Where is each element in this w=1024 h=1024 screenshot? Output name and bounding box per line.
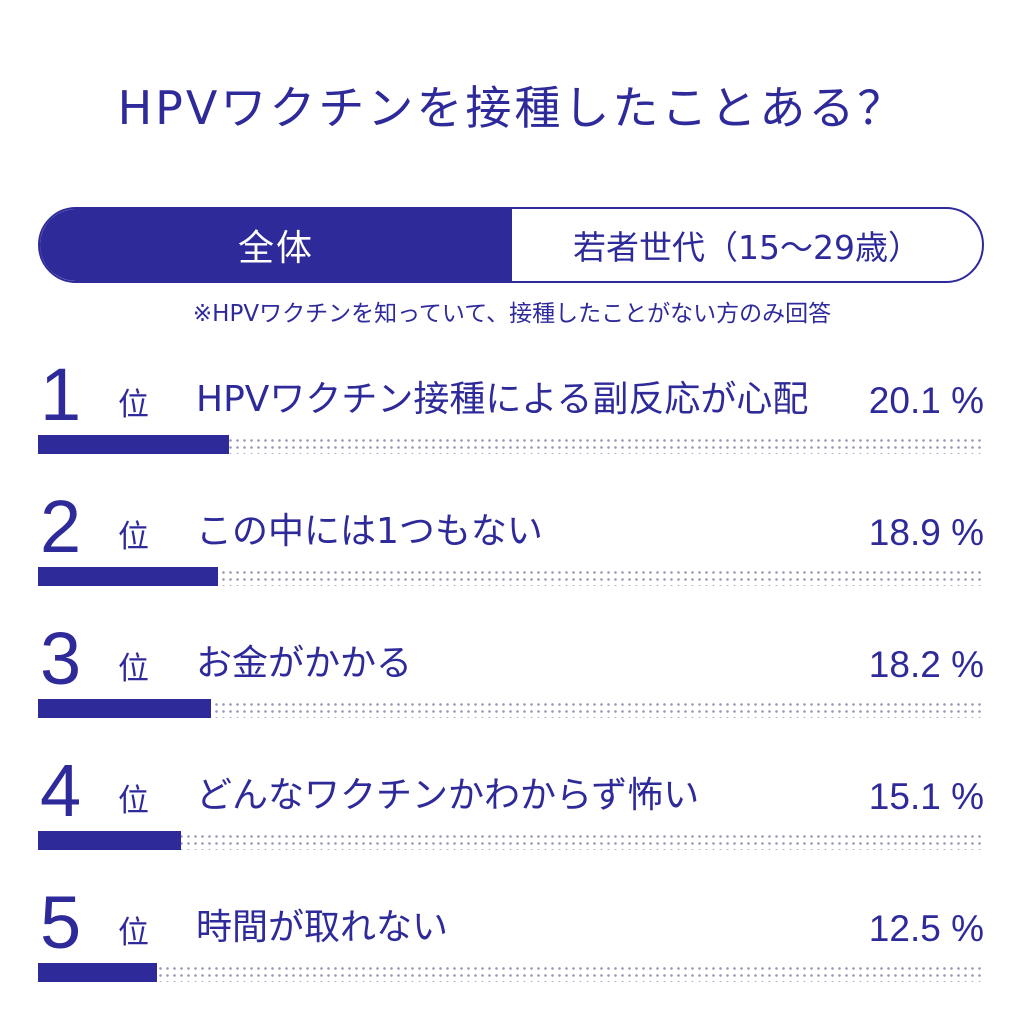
rank-row-1: 1 位 HPVワクチン接種による副反応が心配 20.1 % (0, 355, 1024, 455)
rank-suffix: 位 (118, 387, 149, 423)
bar-track (38, 963, 984, 982)
rank-row-5: 5 位 時間が取れない 12.5 % (0, 883, 1024, 983)
chart-title: HPVワクチンを接種したことある？ (117, 81, 907, 135)
rank-label: HPVワクチン接種による副反応が心配 (196, 379, 809, 420)
respondent-note: ※HPVワクチンを知っていて、接種したことがない方のみ回答 (192, 301, 832, 327)
bar-track (38, 567, 984, 586)
bar-fill (38, 963, 157, 982)
rank-label: どんなワクチンかわからず怖い (196, 775, 700, 816)
rank-suffix: 位 (118, 915, 149, 951)
rank-number: 3 (40, 617, 82, 700)
bar-fill (38, 435, 229, 454)
bar-track (38, 699, 984, 718)
rank-value: 20.1 % (868, 380, 984, 421)
rank-number: 5 (40, 881, 82, 964)
bar-fill (38, 699, 211, 718)
rank-value: 15.1 % (868, 776, 984, 817)
rank-row-3: 3 位 お金がかかる 18.2 % (0, 619, 1024, 719)
tab-young-generation[interactable]: 若者世代（15〜29歳） (573, 228, 921, 267)
rank-value: 18.9 % (868, 512, 984, 553)
rank-number: 2 (40, 485, 82, 568)
bar-fill (38, 567, 218, 586)
bar-track (38, 435, 984, 454)
rank-suffix: 位 (118, 519, 149, 555)
rank-row-2: 2 位 この中には1つもない 18.9 % (0, 487, 1024, 587)
bar-track (38, 831, 984, 850)
rank-number: 1 (40, 353, 82, 436)
rank-label: 時間が取れない (196, 907, 449, 948)
rank-value: 12.5 % (868, 908, 984, 949)
rank-label: お金がかかる (196, 643, 413, 684)
segment-tabs: 全体 若者世代（15〜29歳） (38, 207, 984, 283)
rank-label: この中には1つもない (196, 511, 543, 552)
bar-fill (38, 831, 182, 850)
rank-number: 4 (40, 749, 82, 832)
tab-overall[interactable]: 全体 (40, 209, 512, 281)
rank-suffix: 位 (118, 783, 149, 819)
rank-row-4: 4 位 どんなワクチンかわからず怖い 15.1 % (0, 751, 1024, 851)
rank-value: 18.2 % (868, 644, 984, 685)
rank-suffix: 位 (118, 651, 149, 687)
